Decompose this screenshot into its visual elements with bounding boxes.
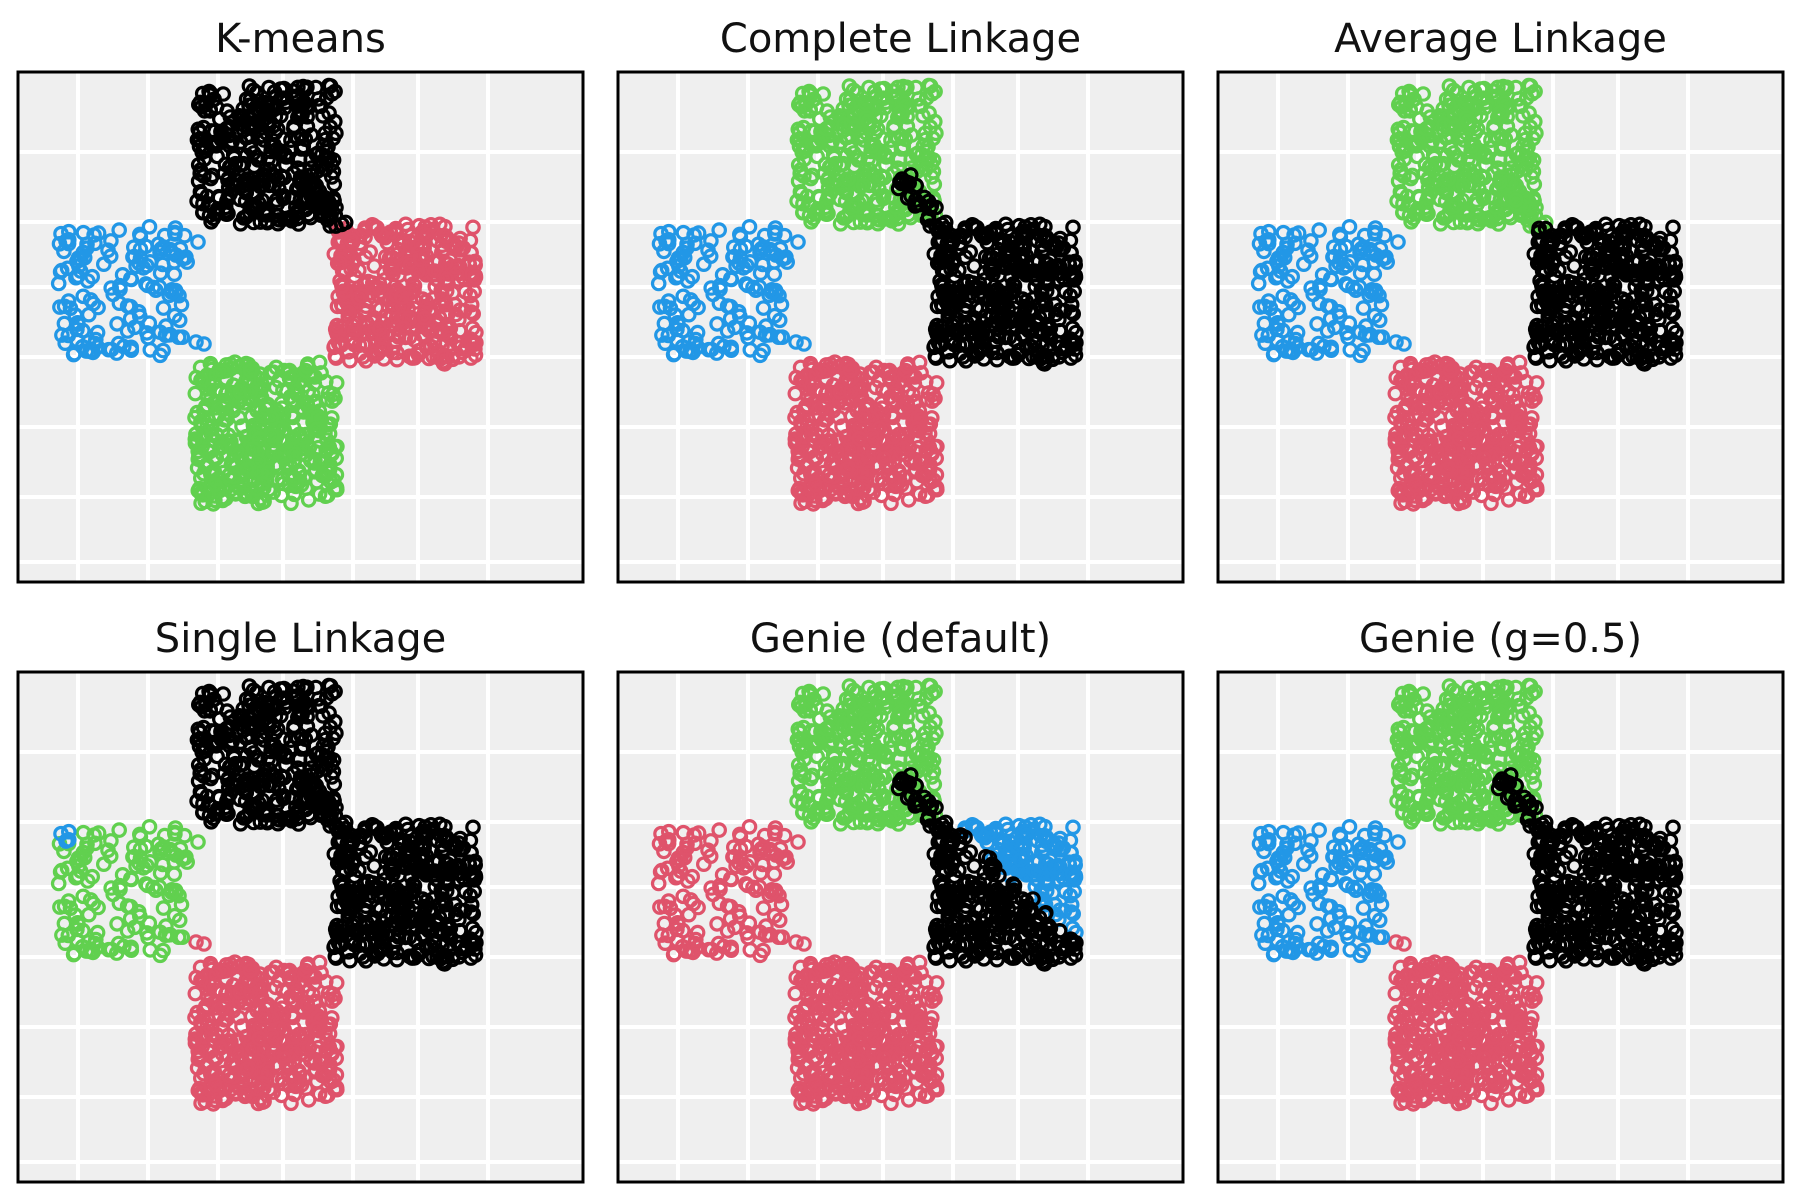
- data-point: [357, 220, 373, 236]
- panel-title: Average Linkage: [1334, 16, 1667, 62]
- data-point: [342, 352, 358, 369]
- data-point: [426, 263, 443, 279]
- cluster-red: [1387, 354, 1545, 512]
- data-point: [437, 228, 453, 244]
- data-point: [346, 268, 363, 285]
- data-point: [406, 332, 423, 348]
- data-point: [416, 310, 433, 326]
- data-point: [393, 289, 410, 306]
- data-point: [436, 348, 452, 365]
- data-point: [418, 248, 435, 264]
- data-point: [409, 238, 426, 254]
- data-point: [401, 285, 418, 302]
- panel-2: Complete Linkage: [616, 16, 1185, 584]
- data-point: [343, 232, 359, 248]
- data-point: [465, 306, 481, 322]
- data-point: [462, 334, 479, 351]
- data-point: [334, 278, 350, 295]
- data-point: [364, 279, 381, 296]
- data-point: [357, 249, 374, 266]
- panel-title: Complete Linkage: [720, 16, 1081, 62]
- data-point: [445, 348, 461, 364]
- data-point: [418, 227, 435, 244]
- data-point: [382, 224, 399, 240]
- data-point: [283, 495, 299, 512]
- panel-4: Single Linkage: [16, 616, 585, 1184]
- panel-title: Single Linkage: [155, 616, 446, 662]
- data-point: [466, 283, 482, 300]
- data-point: [373, 227, 390, 243]
- data-point: [447, 306, 464, 323]
- data-point: [438, 271, 455, 287]
- data-point: [410, 346, 427, 363]
- data-point: [390, 241, 406, 258]
- data-point: [434, 237, 450, 253]
- data-point: [462, 232, 479, 249]
- data-point: [438, 255, 454, 271]
- data-point: [368, 299, 385, 316]
- panel-1: K-means: [16, 16, 585, 584]
- data-point: [447, 296, 463, 313]
- data-point: [433, 286, 450, 302]
- data-point: [353, 287, 370, 304]
- data-point: [326, 337, 343, 354]
- data-point: [371, 280, 387, 296]
- panel-title: K-means: [215, 16, 386, 62]
- panel-3: Average Linkage: [1216, 16, 1785, 584]
- cluster-red: [326, 216, 484, 372]
- cluster-red: [787, 354, 945, 512]
- data-point: [386, 338, 403, 354]
- data-point: [436, 356, 453, 372]
- data-point: [371, 321, 388, 337]
- data-point: [341, 304, 357, 321]
- data-point: [464, 265, 480, 282]
- data-point: [396, 320, 413, 336]
- cluster-green: [187, 354, 345, 512]
- data-point: [467, 269, 484, 285]
- data-point: [327, 321, 344, 338]
- data-point: [333, 336, 350, 353]
- data-point: [332, 254, 348, 271]
- data-point: [418, 293, 434, 310]
- data-point: [383, 262, 400, 279]
- data-point: [355, 336, 372, 353]
- data-point: [440, 317, 457, 334]
- data-point: [397, 216, 414, 233]
- data-point: [468, 334, 484, 351]
- data-point: [329, 298, 346, 315]
- data-point: [366, 258, 383, 274]
